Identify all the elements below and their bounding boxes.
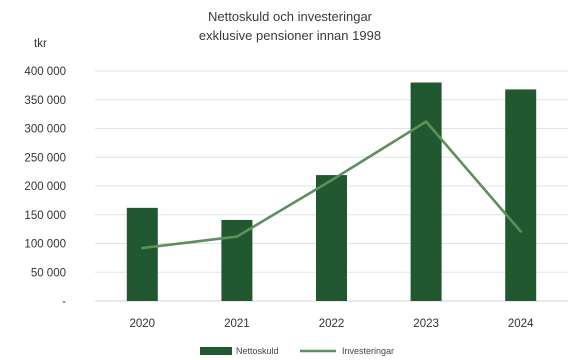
- chart-subtitle: exklusive pensioner innan 1998: [199, 28, 381, 43]
- bar: [221, 219, 253, 301]
- y-tick-label: 150 000: [24, 210, 66, 222]
- y-tick-label: 250 000: [24, 152, 66, 164]
- y-unit-label: tkr: [34, 38, 47, 50]
- y-tick-label: 100 000: [24, 239, 66, 251]
- legend-swatch-nettoskuld: [200, 347, 232, 355]
- line-point: [141, 247, 144, 249]
- x-tick-label: 2024: [508, 318, 534, 330]
- y-tick-label: 350 000: [24, 95, 66, 107]
- y-axis-ticks: - 50 000 100 000 150 000 200 000 250 000 300 0…: [24, 66, 66, 308]
- line-point: [519, 230, 522, 233]
- y-tick-label: 200 000: [24, 181, 66, 193]
- y-tick-label: 400 000: [24, 66, 66, 78]
- legend-label-investeringar: Investeringar: [342, 346, 394, 356]
- line-point: [425, 120, 427, 123]
- line-point: [236, 235, 238, 238]
- bar-series: [126, 82, 537, 302]
- bar: [410, 82, 442, 301]
- x-tick-label: 2021: [224, 318, 250, 330]
- line-series: [141, 120, 523, 250]
- x-tick-label: 2023: [413, 318, 439, 330]
- legend-label-nettoskuld: Nettoskuld: [236, 346, 279, 356]
- x-tick-label: 2022: [319, 318, 345, 330]
- bar: [505, 89, 537, 302]
- y-tick-label: 300 000: [24, 124, 66, 136]
- line-point: [330, 179, 333, 182]
- x-tick-label: 2020: [130, 318, 156, 330]
- bar: [126, 207, 158, 301]
- legend: Nettoskuld Investeringar: [200, 346, 394, 356]
- x-axis-ticks: 2020 2021 2022 2023 2024: [130, 318, 535, 330]
- y-tick-label: -: [62, 296, 66, 308]
- y-tick-label: 50 000: [31, 267, 66, 279]
- bar: [316, 175, 347, 301]
- chart-title: Nettoskuld och investeringar: [208, 9, 373, 24]
